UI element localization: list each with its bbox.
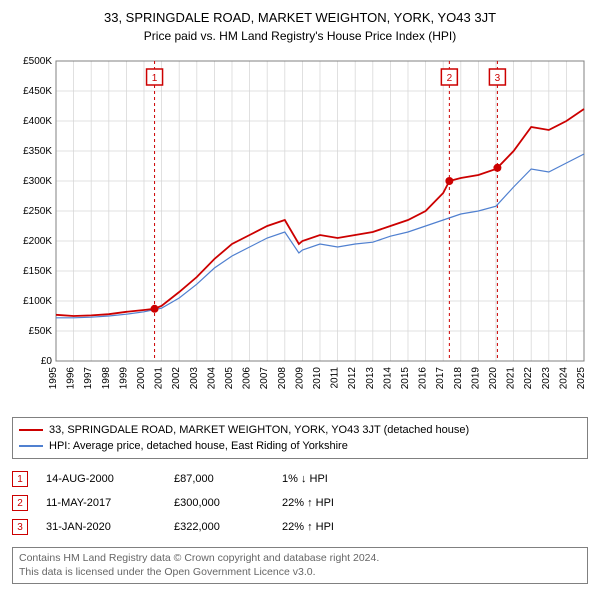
- marker-date: 31-JAN-2020: [46, 521, 156, 533]
- marker-date: 11-MAY-2017: [46, 497, 156, 509]
- svg-text:2011: 2011: [330, 367, 341, 389]
- marker-row: 3 31-JAN-2020 £322,000 22% ↑ HPI: [12, 515, 588, 539]
- svg-text:£100K: £100K: [23, 296, 52, 307]
- legend-label: HPI: Average price, detached house, East…: [49, 440, 348, 452]
- svg-text:2013: 2013: [365, 367, 376, 390]
- marker-pct: 22% ↑ HPI: [282, 521, 372, 533]
- svg-text:2005: 2005: [224, 367, 235, 390]
- svg-text:2021: 2021: [506, 367, 517, 390]
- legend-label: 33, SPRINGDALE ROAD, MARKET WEIGHTON, YO…: [49, 424, 469, 436]
- svg-text:£450K: £450K: [23, 86, 52, 97]
- legend-swatch: [19, 445, 43, 446]
- marker-badge: 3: [12, 519, 28, 535]
- svg-text:1996: 1996: [66, 367, 77, 390]
- attribution-line2: This data is licensed under the Open Gov…: [19, 566, 581, 580]
- svg-text:1998: 1998: [101, 367, 112, 390]
- marker-row: 1 14-AUG-2000 £87,000 1% ↓ HPI: [12, 467, 588, 491]
- svg-text:2010: 2010: [312, 367, 323, 390]
- marker-badge: 1: [12, 471, 28, 487]
- svg-text:2023: 2023: [541, 367, 552, 390]
- chart-container: 33, SPRINGDALE ROAD, MARKET WEIGHTON, YO…: [0, 0, 600, 594]
- svg-text:£300K: £300K: [23, 176, 52, 187]
- marker-row: 2 11-MAY-2017 £300,000 22% ↑ HPI: [12, 491, 588, 515]
- svg-text:£200K: £200K: [23, 236, 52, 247]
- svg-text:2003: 2003: [189, 367, 200, 390]
- svg-text:2012: 2012: [347, 367, 358, 390]
- attribution-box: Contains HM Land Registry data © Crown c…: [12, 547, 588, 584]
- svg-text:1: 1: [152, 73, 158, 84]
- svg-text:2: 2: [447, 73, 453, 84]
- svg-text:2025: 2025: [576, 367, 587, 390]
- marker-price: £322,000: [174, 521, 264, 533]
- chart-area: £0 £50K £100K £150K £200K £250K £300K £350K £400…: [12, 51, 588, 411]
- svg-text:£350K: £350K: [23, 146, 52, 157]
- legend-swatch: [19, 429, 43, 431]
- svg-text:2008: 2008: [277, 367, 288, 390]
- svg-text:2015: 2015: [400, 367, 411, 390]
- legend-row: HPI: Average price, detached house, East…: [19, 438, 581, 454]
- svg-text:£400K: £400K: [23, 116, 52, 127]
- marker-price: £300,000: [174, 497, 264, 509]
- marker-pct: 22% ↑ HPI: [282, 497, 372, 509]
- svg-text:2009: 2009: [294, 367, 305, 390]
- attribution-line1: Contains HM Land Registry data © Crown c…: [19, 552, 581, 566]
- svg-text:2000: 2000: [136, 367, 147, 390]
- svg-text:2018: 2018: [453, 367, 464, 390]
- svg-text:2017: 2017: [435, 367, 446, 390]
- svg-text:2024: 2024: [558, 367, 569, 390]
- svg-text:2022: 2022: [523, 367, 534, 390]
- svg-text:£50K: £50K: [29, 326, 53, 337]
- legend-row: 33, SPRINGDALE ROAD, MARKET WEIGHTON, YO…: [19, 422, 581, 438]
- marker-date: 14-AUG-2000: [46, 473, 156, 485]
- svg-text:1995: 1995: [48, 367, 59, 390]
- svg-text:£250K: £250K: [23, 206, 52, 217]
- svg-text:2007: 2007: [259, 367, 270, 390]
- marker-badge: 2: [12, 495, 28, 511]
- chart-title: 33, SPRINGDALE ROAD, MARKET WEIGHTON, YO…: [12, 10, 588, 25]
- svg-text:2020: 2020: [488, 367, 499, 390]
- svg-text:2019: 2019: [470, 367, 481, 390]
- svg-text:1997: 1997: [83, 367, 94, 390]
- svg-text:£500K: £500K: [23, 56, 52, 67]
- svg-text:2016: 2016: [418, 367, 429, 390]
- svg-text:2001: 2001: [154, 367, 165, 390]
- svg-text:1999: 1999: [118, 367, 129, 390]
- svg-text:2014: 2014: [382, 367, 393, 390]
- svg-text:3: 3: [495, 73, 501, 84]
- svg-text:£150K: £150K: [23, 266, 52, 277]
- svg-text:2002: 2002: [171, 367, 182, 390]
- marker-pct: 1% ↓ HPI: [282, 473, 372, 485]
- chart-svg: £0 £50K £100K £150K £200K £250K £300K £350K £400…: [12, 51, 588, 411]
- svg-text:2006: 2006: [242, 367, 253, 390]
- marker-price: £87,000: [174, 473, 264, 485]
- svg-text:£0: £0: [41, 356, 53, 367]
- legend: 33, SPRINGDALE ROAD, MARKET WEIGHTON, YO…: [12, 417, 588, 459]
- svg-text:2004: 2004: [206, 367, 217, 390]
- markers-table: 1 14-AUG-2000 £87,000 1% ↓ HPI 2 11-MAY-2017 £…: [12, 467, 588, 539]
- chart-subtitle: Price paid vs. HM Land Registry's House …: [12, 29, 588, 43]
